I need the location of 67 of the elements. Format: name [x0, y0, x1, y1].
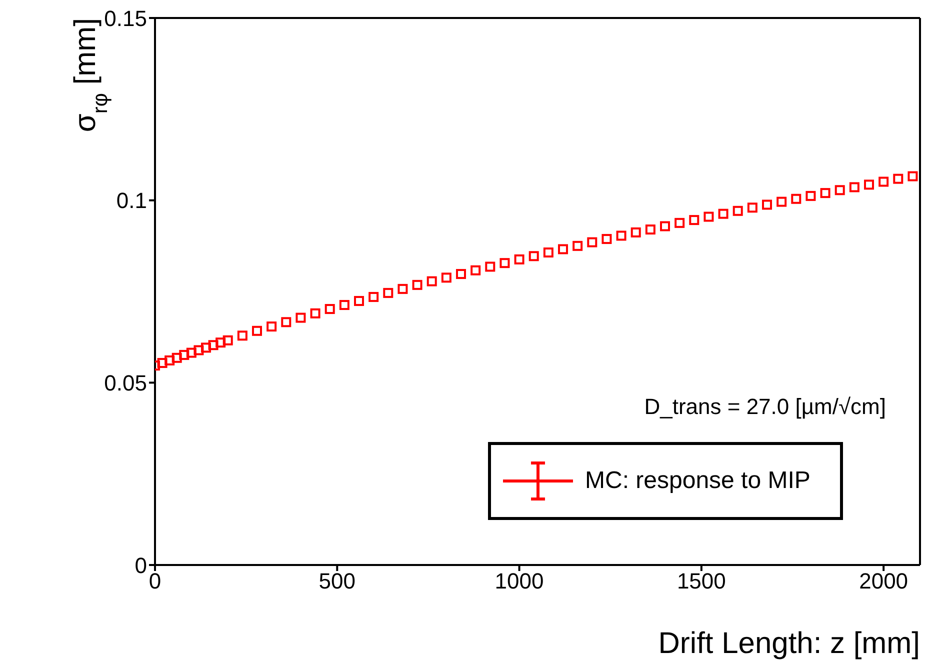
point: [908, 171, 918, 182]
point: [500, 258, 510, 268]
point: [820, 188, 830, 198]
point: [747, 202, 758, 213]
point: [806, 190, 816, 201]
point: [514, 254, 524, 264]
point: [266, 322, 277, 332]
point: [602, 234, 612, 244]
y-tick-label: 0.1: [116, 188, 147, 214]
point: [616, 230, 626, 241]
x-tick-label: 1500: [676, 568, 726, 594]
point: [762, 200, 772, 210]
point: [543, 247, 554, 258]
point: [704, 212, 714, 222]
x-tick-label: 2000: [859, 568, 908, 594]
point: [339, 300, 350, 310]
point: [630, 227, 641, 238]
point: [645, 224, 656, 235]
point: [587, 237, 598, 248]
point: [201, 342, 211, 353]
point: [281, 317, 292, 328]
y-tick-label: 0.05: [104, 370, 147, 396]
point: [296, 312, 306, 323]
point: [208, 340, 218, 350]
point: [732, 206, 743, 216]
point: [689, 215, 700, 226]
point: [354, 296, 364, 306]
point: [441, 272, 452, 283]
point: [324, 304, 335, 314]
point: [252, 326, 262, 336]
point: [237, 330, 248, 341]
x-axis-title: Drift Length: z [mm]: [658, 627, 920, 660]
point: [470, 265, 481, 276]
point: [528, 251, 539, 262]
point: [157, 358, 168, 368]
point: [776, 196, 787, 207]
point: [572, 240, 583, 251]
point: [674, 218, 685, 228]
point: [893, 174, 904, 184]
y-tick-label: 0: [134, 552, 147, 578]
point: [878, 176, 889, 187]
point: [485, 262, 496, 272]
point: [718, 208, 728, 219]
point: [791, 194, 802, 204]
point: [172, 352, 182, 363]
point: [222, 335, 233, 346]
point: [456, 268, 466, 279]
point: [864, 180, 874, 190]
point: [216, 338, 226, 348]
point: [186, 348, 196, 358]
point: [310, 308, 320, 318]
x-tick-label: 500: [318, 568, 356, 594]
point: [558, 244, 568, 254]
point: [164, 355, 175, 366]
point: [834, 185, 845, 196]
point: [412, 280, 422, 290]
point: [849, 182, 860, 192]
point: [398, 284, 408, 294]
legend-label: MC: response to MIP: [585, 467, 810, 495]
point: [194, 345, 204, 356]
point: [383, 288, 394, 298]
point: [426, 276, 437, 286]
point: [179, 350, 190, 360]
x-tick-label: 1000: [494, 568, 544, 594]
annotation: D_trans = 27.0 [µm/√cm]: [644, 394, 886, 420]
point: [660, 221, 670, 232]
point: [368, 292, 379, 302]
